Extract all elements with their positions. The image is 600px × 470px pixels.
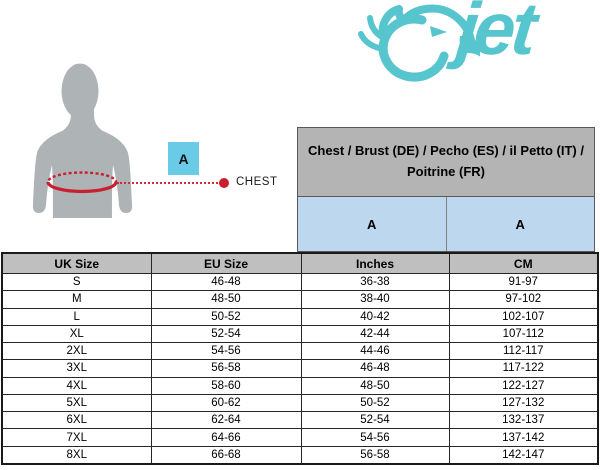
size-cell: 142-147 xyxy=(448,445,599,465)
size-cell: 48-50 xyxy=(300,376,450,395)
size-cell: 91-97 xyxy=(448,272,599,292)
table-row: 6XL 62-64 52-54 132-137 xyxy=(1,411,599,430)
chest-label: CHEST xyxy=(236,176,278,188)
chest-subcolumn-a1: A xyxy=(298,197,446,251)
size-cell: 54-56 xyxy=(300,428,450,447)
size-cell: 38-40 xyxy=(300,290,450,309)
size-cell: 127-132 xyxy=(448,393,599,413)
size-cell: 102-107 xyxy=(448,307,599,326)
size-cell: XL xyxy=(1,324,152,344)
size-cell: 42-44 xyxy=(300,324,450,344)
table-row: 7XL 64-66 54-56 137-142 xyxy=(1,428,599,447)
column-header: EU Size xyxy=(150,252,302,274)
size-cell: 66-68 xyxy=(150,445,302,465)
size-table: UK Size EU Size Inches CM S 46-48 36-38 91-97 M… xyxy=(1,252,599,465)
size-cell: 50-52 xyxy=(300,393,450,413)
column-header: CM xyxy=(448,252,599,274)
table-row: XL 52-54 42-44 107-112 xyxy=(1,324,599,344)
brand-wordmark: jet xyxy=(453,0,537,70)
measure-marker-a: A xyxy=(168,142,199,175)
table-row: 3XL 56-58 46-48 117-122 xyxy=(1,359,599,378)
size-cell: 46-48 xyxy=(150,272,302,292)
size-cell: L xyxy=(1,307,152,326)
size-cell: 117-122 xyxy=(448,359,599,378)
table-row: L 50-52 40-42 102-107 xyxy=(1,307,599,326)
size-cell: S xyxy=(1,272,152,292)
brand-logo: jet xyxy=(330,0,598,90)
column-header: Inches xyxy=(300,252,450,274)
table-row: S 46-48 36-38 91-97 xyxy=(1,272,599,292)
size-cell: 52-54 xyxy=(150,324,302,344)
size-cell: 5XL xyxy=(1,393,152,413)
size-cell: 62-64 xyxy=(150,411,302,430)
marker-label: A xyxy=(178,150,189,167)
size-cell: 46-48 xyxy=(300,359,450,378)
table-row: 5XL 60-62 50-52 127-132 xyxy=(1,393,599,413)
measure-endpoint-dot xyxy=(219,178,229,188)
chest-header-block: Chest / Brust (DE) / Pecho (ES) / il Pet… xyxy=(297,127,595,252)
table-row: 4XL 58-60 48-50 122-127 xyxy=(1,376,599,395)
size-cell: 3XL xyxy=(1,359,152,378)
chest-title: Chest / Brust (DE) / Pecho (ES) / il Pet… xyxy=(298,128,594,197)
chest-measure-ellipse xyxy=(46,171,118,194)
size-cell: 64-66 xyxy=(150,428,302,447)
size-cell: 40-42 xyxy=(300,307,450,326)
chest-subcolumn-a2: A xyxy=(445,197,594,251)
table-row: 8XL 66-68 56-58 142-147 xyxy=(1,445,599,465)
size-cell: 107-112 xyxy=(448,324,599,344)
size-table-body: S 46-48 36-38 91-97 M 48-50 38-40 97-102 L 50-52 4… xyxy=(1,272,599,465)
size-cell: 56-58 xyxy=(150,359,302,378)
size-cell: 8XL xyxy=(1,445,152,465)
size-cell: 50-52 xyxy=(150,307,302,326)
size-cell: 137-142 xyxy=(448,428,599,447)
column-header: UK Size xyxy=(1,252,152,274)
size-cell: 132-137 xyxy=(448,411,599,430)
eagle-head-icon xyxy=(358,4,480,82)
size-cell: 2XL xyxy=(1,342,152,361)
size-cell: 122-127 xyxy=(448,376,599,395)
size-cell: 52-54 xyxy=(300,411,450,430)
size-table-header-row: UK Size EU Size Inches CM xyxy=(1,252,599,274)
size-cell: 44-46 xyxy=(300,342,450,361)
size-cell: 6XL xyxy=(1,411,152,430)
size-cell: 48-50 xyxy=(150,290,302,309)
size-cell: 60-62 xyxy=(150,393,302,413)
table-row: 2XL 54-56 44-46 112-117 xyxy=(1,342,599,361)
measure-dotted-line xyxy=(117,182,221,184)
size-cell: 112-117 xyxy=(448,342,599,361)
table-row: M 48-50 38-40 97-102 xyxy=(1,290,599,309)
size-cell: 4XL xyxy=(1,376,152,395)
size-cell: 58-60 xyxy=(150,376,302,395)
torso-silhouette xyxy=(32,63,133,218)
size-cell: 7XL xyxy=(1,428,152,447)
size-cell: 97-102 xyxy=(448,290,599,309)
size-cell: 54-56 xyxy=(150,342,302,361)
size-cell: M xyxy=(1,290,152,309)
size-cell: 56-58 xyxy=(300,445,450,465)
chest-subcolumns: A A xyxy=(298,197,594,251)
size-cell: 36-38 xyxy=(300,272,450,292)
